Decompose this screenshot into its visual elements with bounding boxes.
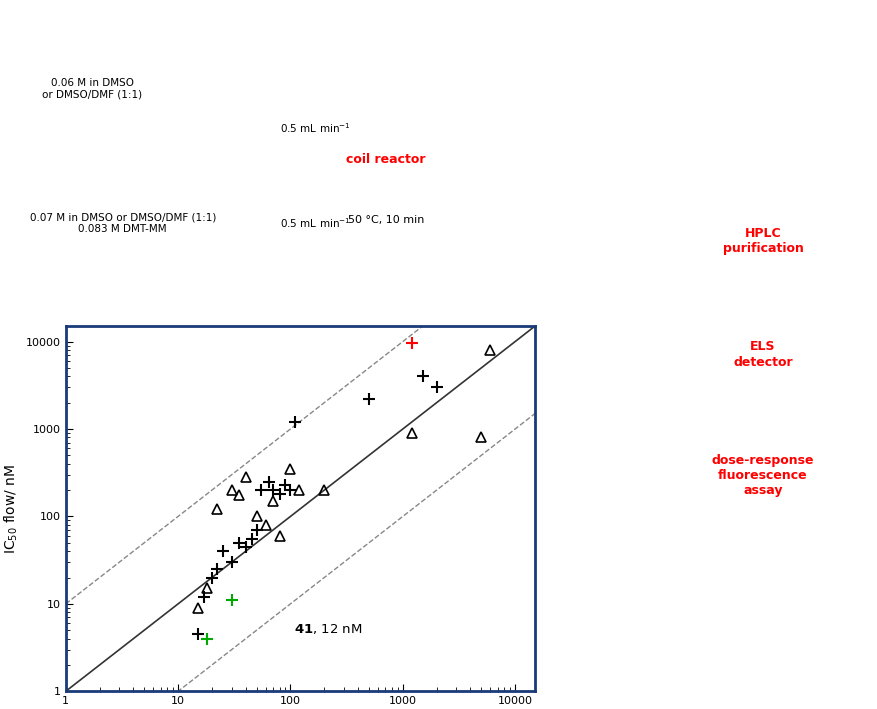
Text: $\mathbf{41}$, 12 nM: $\mathbf{41}$, 12 nM <box>295 623 363 636</box>
Text: dose-response
fluorescence
assay: dose-response fluorescence assay <box>712 454 814 496</box>
Text: $0.5\ \mathrm{mL\ min^{-1}}$: $0.5\ \mathrm{mL\ min^{-1}}$ <box>281 216 351 230</box>
Y-axis label: IC$_{50}$ flow/ nM: IC$_{50}$ flow/ nM <box>3 464 20 554</box>
Text: 0.06 M in DMSO
or DMSO/DMF (1:1): 0.06 M in DMSO or DMSO/DMF (1:1) <box>42 78 142 99</box>
Text: 0.07 M in DMSO or DMSO/DMF (1:1)
0.083 M DMT-MM: 0.07 M in DMSO or DMSO/DMF (1:1) 0.083 M… <box>30 213 216 234</box>
Text: coil reactor: coil reactor <box>346 153 425 166</box>
Text: 50 °C, 10 min: 50 °C, 10 min <box>347 215 424 225</box>
Text: HPLC
purification: HPLC purification <box>723 227 803 255</box>
Text: ELS
detector: ELS detector <box>733 340 793 369</box>
Text: $0.5\ \mathrm{mL\ min^{-1}}$: $0.5\ \mathrm{mL\ min^{-1}}$ <box>281 121 351 135</box>
